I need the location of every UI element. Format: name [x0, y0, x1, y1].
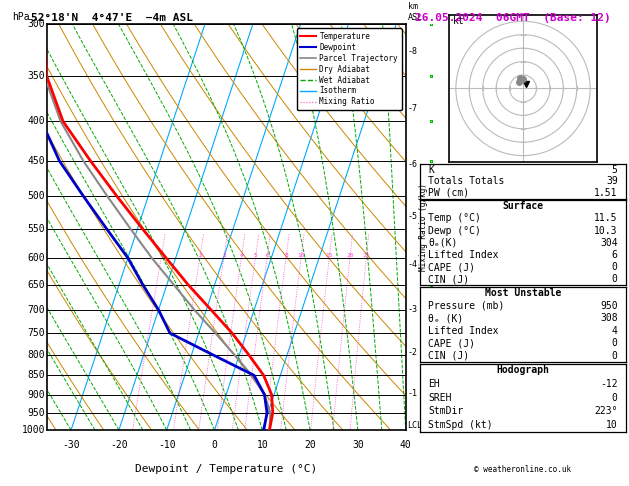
Text: 8: 8 [284, 253, 288, 258]
Text: km
ASL: km ASL [408, 2, 423, 22]
Legend: Temperature, Dewpoint, Parcel Trajectory, Dry Adiabat, Wet Adiabat, Isotherm, Mi: Temperature, Dewpoint, Parcel Trajectory… [296, 28, 402, 110]
Text: 750: 750 [28, 328, 45, 338]
Text: CAPE (J): CAPE (J) [428, 262, 476, 272]
Text: 10: 10 [606, 420, 618, 430]
Text: 20: 20 [347, 253, 354, 258]
Text: 0: 0 [612, 393, 618, 402]
Text: 350: 350 [28, 71, 45, 81]
Text: Dewpoint / Temperature (°C): Dewpoint / Temperature (°C) [135, 464, 318, 474]
Text: CAPE (J): CAPE (J) [428, 338, 476, 348]
Text: 400: 400 [28, 116, 45, 126]
Text: -7: -7 [408, 104, 418, 113]
Text: Most Unstable: Most Unstable [485, 288, 561, 298]
Text: 1000: 1000 [22, 425, 45, 435]
Text: 850: 850 [28, 370, 45, 381]
Text: 5: 5 [612, 165, 618, 174]
Text: 500: 500 [28, 191, 45, 202]
Text: 800: 800 [28, 350, 45, 360]
Text: 304: 304 [600, 238, 618, 248]
Text: 6: 6 [612, 250, 618, 260]
Text: Lifted Index: Lifted Index [428, 326, 499, 336]
Text: Hodograph: Hodograph [496, 365, 550, 375]
Text: 5: 5 [254, 253, 258, 258]
Text: 6: 6 [265, 253, 269, 258]
Text: 26.05.2024  06GMT  (Base: 12): 26.05.2024 06GMT (Base: 12) [415, 13, 611, 23]
Text: θₑ(K): θₑ(K) [428, 238, 458, 248]
Text: LCL: LCL [408, 420, 423, 430]
Text: StmSpd (kt): StmSpd (kt) [428, 420, 493, 430]
Text: -12: -12 [600, 379, 618, 389]
Text: EH: EH [428, 379, 440, 389]
Text: hPa: hPa [13, 12, 30, 22]
Text: 0: 0 [612, 351, 618, 361]
Text: 52°18'N  4°47'E  −4m ASL: 52°18'N 4°47'E −4m ASL [31, 13, 194, 23]
Text: 223°: 223° [594, 406, 618, 416]
Text: 10.3: 10.3 [594, 226, 618, 236]
Text: 300: 300 [28, 19, 45, 29]
Text: 4: 4 [612, 326, 618, 336]
Text: 0: 0 [612, 338, 618, 348]
Text: 39: 39 [606, 176, 618, 186]
Text: 0: 0 [211, 440, 218, 450]
Text: SREH: SREH [428, 393, 452, 402]
Text: Lifted Index: Lifted Index [428, 250, 499, 260]
Text: -1: -1 [408, 389, 418, 399]
Text: Pressure (mb): Pressure (mb) [428, 300, 505, 311]
Text: PW (cm): PW (cm) [428, 188, 469, 198]
Text: -2: -2 [408, 348, 418, 357]
Text: 30: 30 [352, 440, 364, 450]
Text: -20: -20 [110, 440, 128, 450]
Text: 450: 450 [28, 156, 45, 166]
Text: K: K [428, 165, 434, 174]
Text: -10: -10 [158, 440, 175, 450]
Text: -4: -4 [408, 260, 418, 269]
Text: 1: 1 [160, 253, 164, 258]
Text: 950: 950 [28, 408, 45, 418]
Text: -5: -5 [408, 211, 418, 221]
Text: 20: 20 [304, 440, 316, 450]
Text: 650: 650 [28, 280, 45, 290]
Text: 2: 2 [198, 253, 202, 258]
Text: 600: 600 [28, 253, 45, 263]
Text: -3: -3 [408, 305, 418, 314]
Text: 11.5: 11.5 [594, 213, 618, 224]
Text: 550: 550 [28, 224, 45, 234]
Text: © weatheronline.co.uk: © weatheronline.co.uk [474, 465, 572, 474]
Text: 700: 700 [28, 305, 45, 315]
Text: 308: 308 [600, 313, 618, 323]
Text: 0: 0 [612, 274, 618, 284]
Text: -6: -6 [408, 160, 418, 169]
Text: 0: 0 [612, 262, 618, 272]
Text: Dewp (°C): Dewp (°C) [428, 226, 481, 236]
Text: 10: 10 [257, 440, 268, 450]
Text: 40: 40 [400, 440, 411, 450]
Text: CIN (J): CIN (J) [428, 274, 469, 284]
Text: Surface: Surface [503, 201, 543, 211]
Text: -30: -30 [62, 440, 80, 450]
Text: StmDir: StmDir [428, 406, 464, 416]
Text: 900: 900 [28, 390, 45, 399]
Text: 10: 10 [298, 253, 305, 258]
Text: -8: -8 [408, 47, 418, 56]
Text: 950: 950 [600, 300, 618, 311]
Text: kt: kt [453, 16, 465, 26]
Text: 25: 25 [363, 253, 370, 258]
Text: Mixing Ratio (g/kg): Mixing Ratio (g/kg) [419, 183, 428, 271]
Text: 1.51: 1.51 [594, 188, 618, 198]
Text: 3: 3 [222, 253, 226, 258]
Text: Temp (°C): Temp (°C) [428, 213, 481, 224]
Text: CIN (J): CIN (J) [428, 351, 469, 361]
Text: 4: 4 [240, 253, 243, 258]
Text: 15: 15 [326, 253, 333, 258]
Text: Totals Totals: Totals Totals [428, 176, 505, 186]
Text: θₑ (K): θₑ (K) [428, 313, 464, 323]
